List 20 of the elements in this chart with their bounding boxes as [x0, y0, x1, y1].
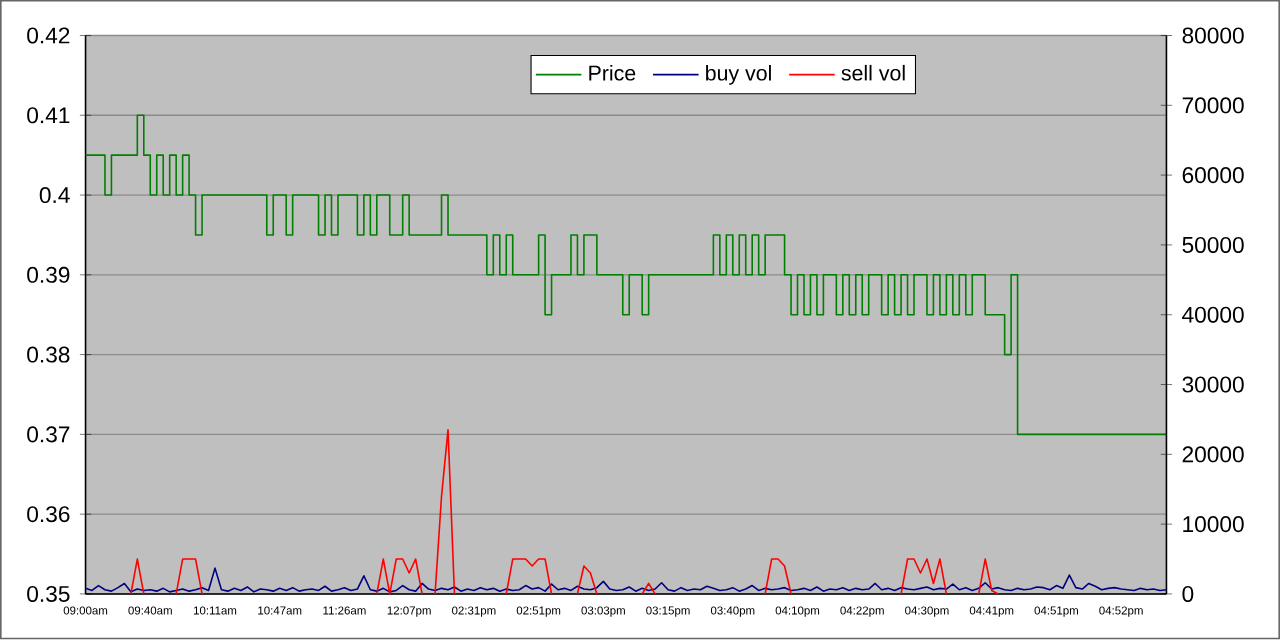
- y2-tick-label: 10000: [1183, 516, 1244, 533]
- y2-tick-label: 50000: [1182, 237, 1244, 254]
- y2-tick-label: 70000: [1182, 97, 1244, 114]
- y-tick-label: 0.4: [39, 187, 70, 204]
- y2-tick-label: 30000: [1182, 376, 1244, 393]
- y-tick-label: 0.41: [27, 107, 70, 124]
- y2-tick-label: 40000: [1182, 306, 1244, 324]
- y-tick-label: 0.39: [27, 267, 70, 284]
- y-tick-label: 0.37: [27, 426, 70, 443]
- y-tick-label: 0.38: [27, 346, 70, 363]
- y2-tick-label: 60000: [1182, 167, 1244, 184]
- y-tick-label: 0.35: [27, 586, 70, 603]
- legend-label: Price: [589, 65, 636, 81]
- legend-label: sell vol: [841, 65, 905, 81]
- y-tick-label: 0.36: [27, 506, 70, 523]
- legend-label: buy vol: [706, 65, 771, 86]
- y2-tick-label: 20000: [1182, 446, 1244, 463]
- y-tick-label: 0.42: [27, 27, 70, 44]
- y2-tick-label: 0: [1182, 586, 1194, 603]
- y2-tick-label: 80000: [1182, 27, 1244, 44]
